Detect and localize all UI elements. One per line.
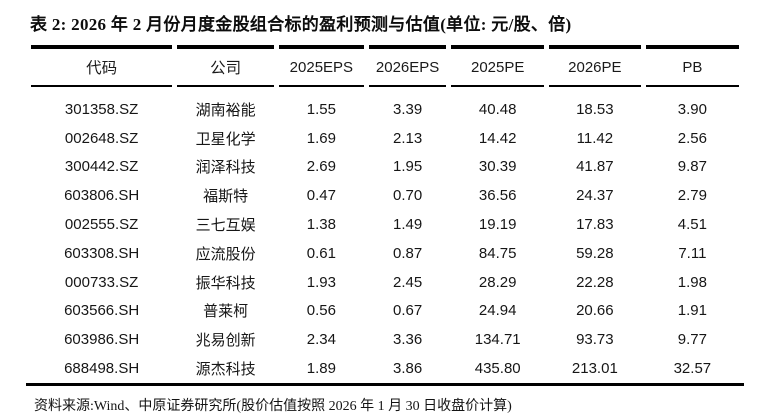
cell-代码: 688498.SH xyxy=(64,360,140,378)
source-note: 资料来源:Wind、中原证券研究所(股价估值按照 2026 年 1 月 30 日… xyxy=(34,398,512,414)
cell-PB: 2.56 xyxy=(677,129,707,147)
cell-2025EPS: 1.69 xyxy=(306,129,336,147)
cell-2026EPS: 3.86 xyxy=(392,360,423,378)
cell-2026EPS: 1.95 xyxy=(392,158,423,176)
stock-table: 代码 公司 2025EPS 2026EPS 2025PE 2026PE PB 3… xyxy=(26,45,744,386)
cell-2026PE: 24.37 xyxy=(576,187,614,205)
cell-公司: 源杰科技 xyxy=(195,362,256,379)
cell-2025EPS: 2.69 xyxy=(306,158,336,176)
cell-代码: 301358.SZ xyxy=(64,100,139,118)
cell-公司: 应流股份 xyxy=(195,246,256,263)
cell-2025PE: 36.56 xyxy=(478,187,517,205)
cell-2025EPS: 1.89 xyxy=(306,360,336,378)
cell-代码: 603986.SH xyxy=(64,331,140,349)
column-header-pb: PB xyxy=(645,45,739,87)
cell-2025PE: 40.48 xyxy=(478,100,517,118)
table-row: 301358.SZ 湖南裕能 1.55 3.39 40.48 18.53 3.90 xyxy=(31,87,739,124)
cell-2026EPS: 0.67 xyxy=(392,302,423,320)
cell-2026PE: 17.83 xyxy=(576,216,614,234)
cell-2026PE: 41.87 xyxy=(576,158,614,176)
cell-代码: 002648.SZ xyxy=(64,129,139,147)
cell-2026EPS: 0.70 xyxy=(392,187,423,205)
table-row: 000733.SZ 振华科技 1.93 2.45 28.29 22.28 1.98 xyxy=(31,268,739,297)
column-header-company: 公司 xyxy=(177,45,274,87)
table-row: 603986.SH 兆易创新 2.34 3.36 134.71 93.73 9.77 xyxy=(31,325,739,354)
cell-代码: 300442.SZ xyxy=(64,158,139,176)
report-table-snippet: 表 2: 2026 年 2 月份月度金股组合标的盈利预测与估值(单位: 元/股、… xyxy=(0,10,762,419)
cell-2025PE: 30.39 xyxy=(478,158,517,176)
table-header: 代码 公司 2025EPS 2026EPS 2025PE 2026PE PB xyxy=(31,45,739,87)
cell-2025EPS: 0.56 xyxy=(306,302,336,320)
cell-公司: 润泽科技 xyxy=(195,160,256,177)
table-row: 002648.SZ 卫星化学 1.69 2.13 14.42 11.42 2.56 xyxy=(31,124,739,153)
header-row: 代码 公司 2025EPS 2026EPS 2025PE 2026PE PB xyxy=(31,45,739,87)
cell-PB: 3.90 xyxy=(677,100,707,118)
cell-公司: 三七互娱 xyxy=(195,218,256,235)
cell-PB: 9.87 xyxy=(677,158,707,176)
column-header-2026eps: 2026EPS xyxy=(368,45,447,87)
cell-2025PE: 435.80 xyxy=(474,360,521,378)
cell-2026PE: 93.73 xyxy=(576,331,614,349)
cell-PB: 32.57 xyxy=(673,360,712,378)
cell-2026EPS: 1.49 xyxy=(392,216,423,234)
cell-PB: 7.11 xyxy=(678,244,707,262)
cell-2026EPS: 2.45 xyxy=(392,273,423,291)
cell-2025EPS: 1.38 xyxy=(306,216,336,234)
column-header-code: 代码 xyxy=(31,45,173,87)
column-header-2025pe: 2025PE xyxy=(451,45,544,87)
table-container: 代码 公司 2025EPS 2026EPS 2025PE 2026PE PB 3… xyxy=(26,45,744,386)
cell-2026PE: 18.53 xyxy=(576,100,614,118)
cell-2026EPS: 3.39 xyxy=(392,100,423,118)
cell-2025PE: 14.42 xyxy=(478,129,517,147)
cell-代码: 603806.SH xyxy=(64,187,140,205)
cell-2026PE: 11.42 xyxy=(576,129,614,147)
cell-2026PE: 20.66 xyxy=(576,302,614,320)
cell-代码: 002555.SZ xyxy=(64,216,139,234)
cell-公司: 福斯特 xyxy=(203,189,249,206)
table-row: 603566.SH 普莱柯 0.56 0.67 24.94 20.66 1.91 xyxy=(31,297,739,326)
table-row: 688498.SH 源杰科技 1.89 3.86 435.80 213.01 32.57 xyxy=(31,354,739,383)
column-header-2026pe: 2026PE xyxy=(548,45,641,87)
cell-2025PE: 19.19 xyxy=(478,216,517,234)
cell-2025PE: 28.29 xyxy=(478,273,517,291)
cell-2026EPS: 2.13 xyxy=(392,129,423,147)
cell-PB: 1.91 xyxy=(677,302,707,320)
table-title: 表 2: 2026 年 2 月份月度金股组合标的盈利预测与估值(单位: 元/股、… xyxy=(30,15,572,34)
cell-代码: 000733.SZ xyxy=(64,273,139,291)
table-row: 603308.SH 应流股份 0.61 0.87 84.75 59.28 7.11 xyxy=(31,239,739,268)
cell-公司: 振华科技 xyxy=(195,275,256,292)
table-row: 603806.SH 福斯特 0.47 0.70 36.56 24.37 2.79 xyxy=(31,181,739,210)
cell-2026PE: 59.28 xyxy=(576,244,614,262)
cell-2025PE: 84.75 xyxy=(478,244,517,262)
cell-2025EPS: 1.55 xyxy=(306,100,336,118)
cell-PB: 1.98 xyxy=(677,273,707,291)
cell-2025PE: 24.94 xyxy=(478,302,517,320)
cell-2026PE: 22.28 xyxy=(576,273,614,291)
table-row: 002555.SZ 三七互娱 1.38 1.49 19.19 17.83 4.51 xyxy=(31,210,739,239)
cell-代码: 603566.SH xyxy=(64,302,140,320)
cell-PB: 4.51 xyxy=(677,216,707,234)
cell-公司: 卫星化学 xyxy=(195,131,256,148)
cell-2025PE: 134.71 xyxy=(474,331,521,349)
cell-2025EPS: 0.47 xyxy=(306,187,336,205)
cell-2026EPS: 0.87 xyxy=(392,244,423,262)
cell-PB: 9.77 xyxy=(677,331,707,349)
column-header-2025eps: 2025EPS xyxy=(279,45,364,87)
cell-PB: 2.79 xyxy=(677,187,707,205)
cell-2025EPS: 1.93 xyxy=(306,273,336,291)
cell-公司: 湖南裕能 xyxy=(195,102,256,119)
stock-table-body: 301358.SZ 湖南裕能 1.55 3.39 40.48 18.53 3.90 00264… xyxy=(31,87,739,383)
cell-2025EPS: 2.34 xyxy=(306,331,336,349)
cell-公司: 兆易创新 xyxy=(195,333,256,350)
cell-代码: 603308.SH xyxy=(64,244,140,262)
cell-公司: 普莱柯 xyxy=(203,304,249,321)
table-row: 300442.SZ 润泽科技 2.69 1.95 30.39 41.87 9.87 xyxy=(31,153,739,182)
cell-2026PE: 213.01 xyxy=(571,360,618,378)
cell-2025EPS: 0.61 xyxy=(306,244,336,262)
cell-2026EPS: 3.36 xyxy=(392,331,423,349)
